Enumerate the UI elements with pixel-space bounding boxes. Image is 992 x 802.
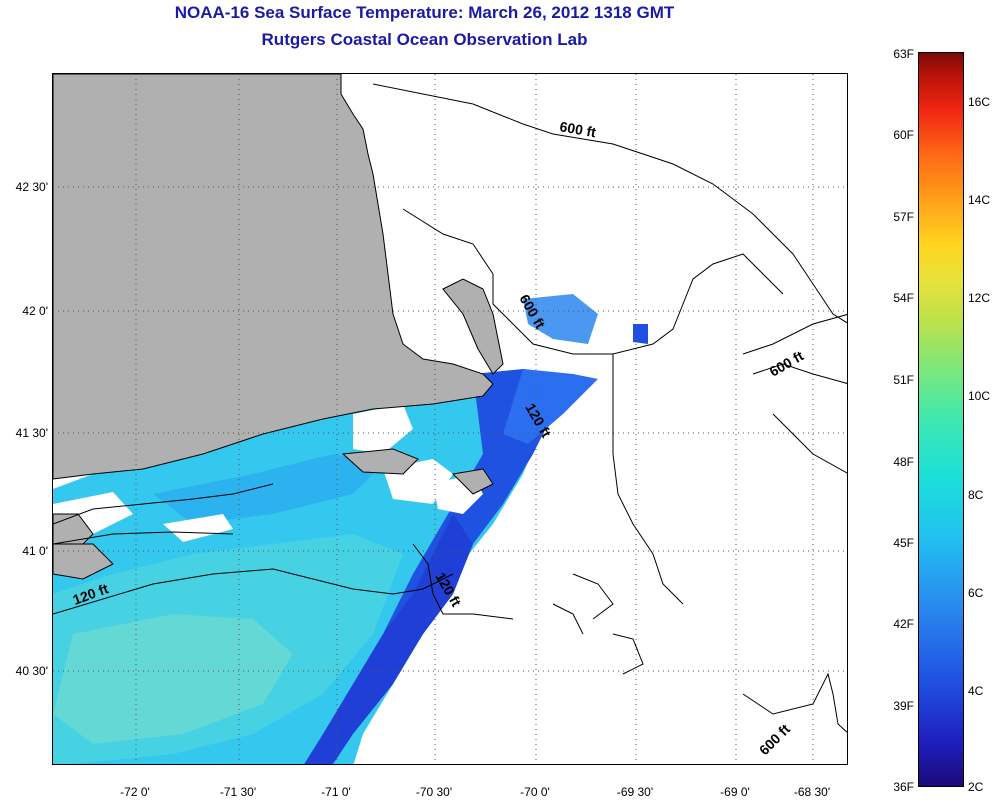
colorbar-f-51: 51F xyxy=(893,373,914,387)
colorbar-c-12: 12C xyxy=(968,291,991,305)
lat-label-41-30: 41 30' xyxy=(15,426,48,440)
land-mass xyxy=(53,74,504,580)
colorbar-c-2: 2C xyxy=(968,780,984,794)
lon-label-68-30: -68 30' xyxy=(793,785,831,799)
lat-lon-grid xyxy=(53,74,847,764)
lon-label-70-30: -70 30' xyxy=(415,785,453,799)
lon-label-69-0: -69 0' xyxy=(720,785,750,799)
sst-water-field xyxy=(53,192,648,764)
lon-label-69-30: -69 30' xyxy=(616,785,654,799)
colorbar-c-8: 8C xyxy=(968,488,984,502)
sst-map[interactable]: 600 ft 600 ft 600 ft 600 ft 120 ft 120 f… xyxy=(52,73,848,765)
lat-label-40-30: 40 30' xyxy=(15,664,48,678)
lat-label-41-0: 41 0' xyxy=(22,544,48,558)
colorbar-f-45: 45F xyxy=(893,536,914,550)
colorbar-f-60: 60F xyxy=(893,128,914,142)
map-title: NOAA-16 Sea Surface Temperature: March 2… xyxy=(174,3,675,22)
lon-label-70-0: -70 0' xyxy=(520,785,550,799)
colorbar-f-36: 36F xyxy=(893,780,914,794)
lat-label-42-30: 42 30' xyxy=(15,180,48,194)
lon-label-72-0: -72 0' xyxy=(120,785,150,799)
lat-label-42-0: 42 0' xyxy=(22,304,48,318)
colorbar-f-57: 57F xyxy=(893,210,914,224)
colorbar-f-54: 54F xyxy=(893,291,914,305)
colorbar-c-4: 4C xyxy=(968,684,984,698)
sst-map-canvas: 600 ft 600 ft 600 ft 600 ft 120 ft 120 f… xyxy=(53,74,847,764)
colorbar-c-6: 6C xyxy=(968,586,984,600)
lon-label-71-30: -71 30' xyxy=(219,785,257,799)
colorbar-f-42: 42F xyxy=(893,617,914,631)
colorbar-f-48: 48F xyxy=(893,455,914,469)
depth-contours xyxy=(53,83,847,733)
lon-label-71-0: -71 0' xyxy=(321,785,351,799)
colorbar-c-16: 16C xyxy=(968,95,991,109)
contour-label-600ft-north: 600 ft xyxy=(558,118,597,140)
colorbar-c-14: 14C xyxy=(968,193,991,207)
contour-label-600ft-east: 600 ft xyxy=(767,347,807,379)
colorbar-f-63: 63F xyxy=(893,47,914,61)
map-subtitle: Rutgers Coastal Ocean Observation Lab xyxy=(261,30,588,49)
colorbar-c-10: 10C xyxy=(968,389,991,403)
temperature-colorbar xyxy=(918,52,964,787)
contour-label-600ft-south: 600 ft xyxy=(756,721,793,758)
colorbar-f-39: 39F xyxy=(893,699,914,713)
